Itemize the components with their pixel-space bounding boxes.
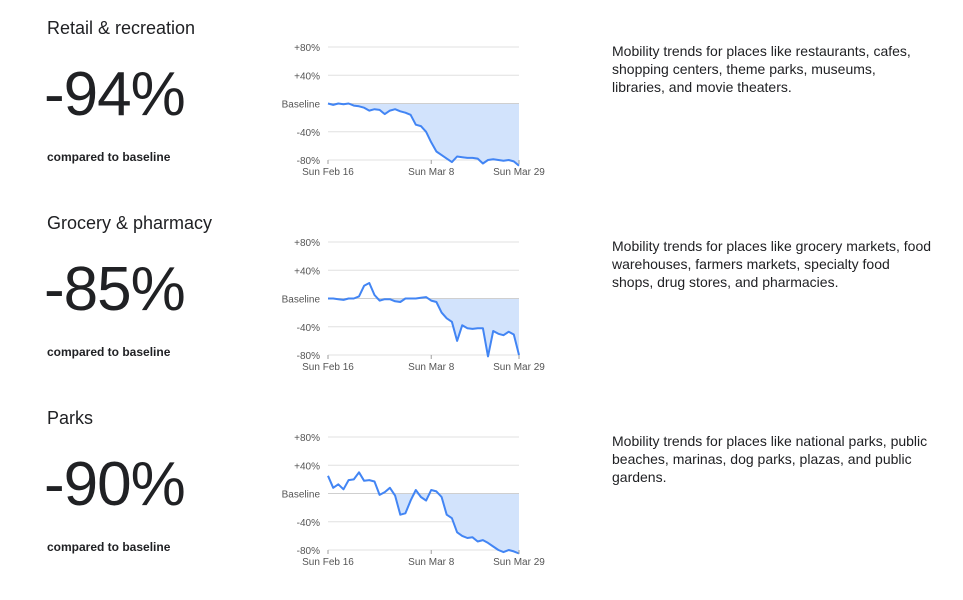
x-tick-label: Sun Feb 16 [302,362,354,373]
compared-label: compared to baseline [47,150,171,164]
category-description: Mobility trends for places like grocery … [612,238,932,290]
category-title: Parks [47,408,94,428]
change-value: -85% [44,255,186,324]
y-tick-label: Baseline [282,490,321,501]
x-tick-label: Sun Feb 16 [302,557,354,568]
mobility-chart: +80% +40% Baseline -40% -80%Sun Feb 16 Sun Ma… [282,433,546,568]
x-tick-label: Sun Mar 29 [493,557,545,568]
change-value: -94% [44,60,186,129]
y-tick-label: -80% [297,546,320,557]
y-tick-label: -40% [297,518,320,529]
category-description: Mobility trends for places like restaura… [612,43,911,95]
y-tick-label: +40% [294,71,320,82]
x-tick-label: Sun Mar 29 [493,362,545,373]
y-tick-label: -40% [297,323,320,334]
y-tick-label: -40% [297,128,320,139]
change-value: -90% [44,450,186,519]
y-tick-label: +40% [294,266,320,277]
x-tick-label: Sun Mar 29 [493,167,545,178]
mobility-chart: +80% +40% Baseline -40% -80%Sun Feb 16 Sun Ma… [282,43,546,178]
y-tick-label: Baseline [282,295,321,306]
mobility-chart: +80% +40% Baseline -40% -80%Sun Feb 16 Sun Ma… [282,238,546,373]
series-line [327,102,520,167]
y-tick-label: +80% [294,43,320,54]
below-baseline-area [328,103,519,166]
compared-label: compared to baseline [47,345,171,359]
section-parks: Parks -90% compared to baseline +80% +40%… [0,402,963,592]
y-tick-label: -80% [297,156,320,167]
y-tick-label: +40% [294,461,320,472]
below-baseline-area [328,493,519,554]
series-line [327,471,520,555]
x-tick-label: Sun Mar 8 [408,167,455,178]
section-grocery-pharmacy: Grocery & pharmacy -85% compared to base… [0,207,963,397]
y-tick-label: Baseline [282,100,321,111]
category-title: Grocery & pharmacy [47,213,213,233]
category-description: Mobility trends for places like national… [612,433,928,485]
y-tick-label: -80% [297,351,320,362]
x-tick-label: Sun Mar 8 [408,557,455,568]
x-tick-label: Sun Feb 16 [302,167,354,178]
section-retail-recreation: Retail & recreation -94% compared to bas… [0,12,963,202]
x-tick-label: Sun Mar 8 [408,362,455,373]
compared-label: compared to baseline [47,540,171,554]
below-baseline-area [328,298,519,357]
y-tick-label: +80% [294,433,320,444]
y-tick-label: +80% [294,238,320,249]
category-title: Retail & recreation [47,18,196,38]
series-line [328,282,520,358]
